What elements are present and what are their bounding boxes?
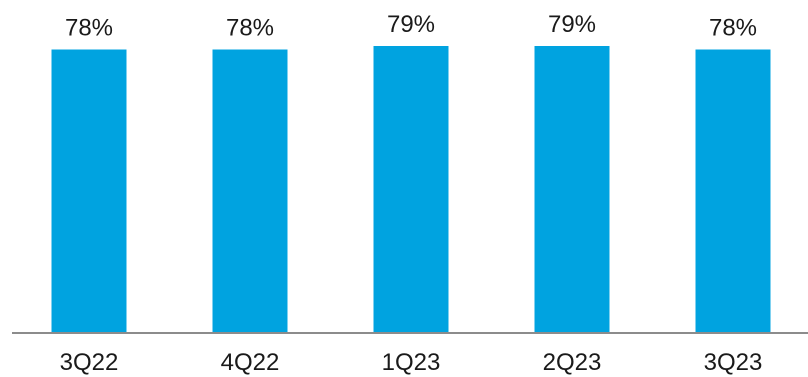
bar-1q23 (373, 46, 449, 333)
bar-2q23 (534, 46, 610, 333)
x-tick-label-1q23: 1Q23 (382, 349, 441, 376)
data-label-2q23: 79% (548, 11, 596, 38)
x-tick-label-2q23: 2Q23 (543, 349, 602, 376)
data-label-4q22: 78% (226, 15, 274, 42)
x-tick-label-3q22: 3Q22 (60, 349, 119, 376)
data-label-3q23: 78% (709, 15, 757, 42)
bar-4q22 (212, 49, 288, 334)
bar-3q23 (695, 49, 771, 334)
data-label-1q23: 79% (387, 11, 435, 38)
bars-group (51, 46, 771, 334)
x-tick-label-4q22: 4Q22 (221, 349, 280, 376)
value-labels-group: 78% 78% 79% 79% 78% (65, 11, 757, 42)
x-tick-label-3q23: 3Q23 (704, 349, 763, 376)
bar-3q22 (51, 49, 127, 334)
data-label-3q22: 78% (65, 15, 113, 42)
category-labels-group: 3Q22 4Q22 1Q23 2Q23 3Q23 (60, 349, 763, 376)
